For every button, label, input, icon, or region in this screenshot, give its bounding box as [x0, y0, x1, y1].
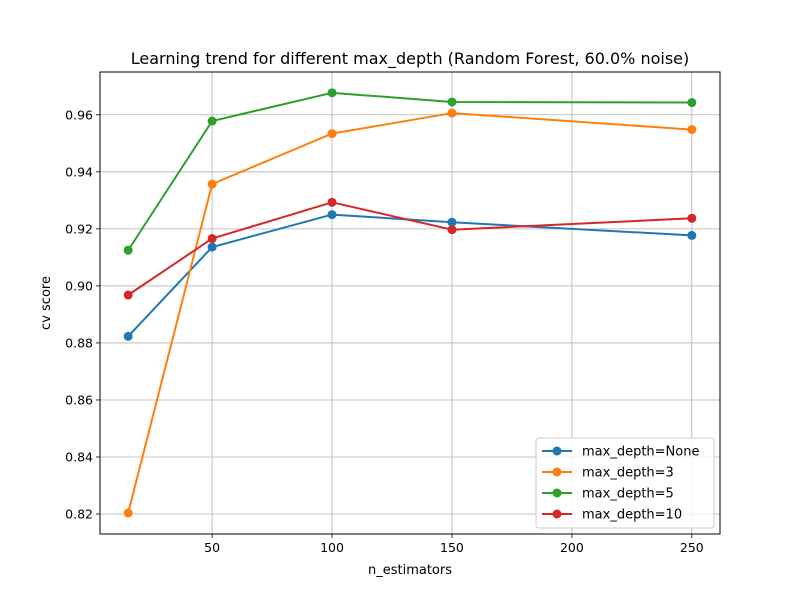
- chart-title: Learning trend for different max_depth (…: [131, 49, 689, 69]
- data-point: [123, 290, 133, 300]
- data-point: [687, 98, 697, 108]
- y-axis-label: cv score: [39, 276, 54, 330]
- data-point: [687, 125, 697, 135]
- plot-frame: [99, 71, 721, 535]
- data-point: [207, 116, 217, 126]
- data-point: [207, 242, 217, 252]
- legend-swatch-marker: [552, 467, 562, 477]
- legend-label: max_depth=None: [582, 445, 699, 460]
- y-tick-label: 0.94: [65, 164, 93, 179]
- data-point: [123, 245, 133, 255]
- series-group: [123, 108, 697, 518]
- legend: max_depth=None max_depth=3 max_depth=5 max_…: [535, 437, 715, 529]
- y-tick-label: 0.86: [65, 392, 93, 407]
- x-tick-label: 100: [320, 540, 344, 555]
- ticks: 50 100 150 200 250 0.82 0.84 0.86 0.88 0.90 0.92 0.…: [65, 107, 704, 555]
- legend-label: max_depth=10: [582, 508, 682, 523]
- legend-label: max_depth=5: [582, 487, 674, 502]
- legend-box: [535, 437, 715, 529]
- data-point: [447, 225, 457, 235]
- data-point: [687, 230, 697, 240]
- legend-swatch-marker: [552, 446, 562, 456]
- series-group: [123, 197, 697, 300]
- grid: [100, 72, 720, 534]
- data-point: [207, 234, 217, 244]
- data-point: [327, 88, 337, 98]
- y-tick-label: 0.84: [65, 450, 93, 465]
- data-point: [207, 179, 217, 189]
- y-tick-label: 0.82: [65, 507, 93, 522]
- data-point: [447, 97, 457, 107]
- data-point: [447, 217, 457, 227]
- data-point: [123, 331, 133, 341]
- legend-label: max_depth=3: [582, 466, 674, 481]
- data-point: [687, 213, 697, 223]
- x-tick-label: 50: [204, 540, 220, 555]
- x-tick-label: 150: [440, 540, 464, 555]
- legend-swatch-marker: [552, 509, 562, 519]
- legend-swatch-marker: [552, 488, 562, 498]
- x-axis-label: n_estimators: [368, 563, 452, 578]
- y-tick-label: 0.90: [65, 278, 93, 293]
- series-group: [123, 88, 697, 255]
- data-point: [327, 197, 337, 207]
- data-point: [123, 508, 133, 518]
- data-point: [327, 210, 337, 220]
- x-tick-label: 250: [680, 540, 704, 555]
- series-layer: [123, 88, 697, 518]
- data-point: [327, 129, 337, 139]
- y-tick-label: 0.92: [65, 221, 93, 236]
- y-tick-label: 0.96: [65, 107, 93, 122]
- data-point: [447, 108, 457, 118]
- y-tick-label: 0.88: [65, 335, 93, 350]
- x-tick-label: 200: [560, 540, 584, 555]
